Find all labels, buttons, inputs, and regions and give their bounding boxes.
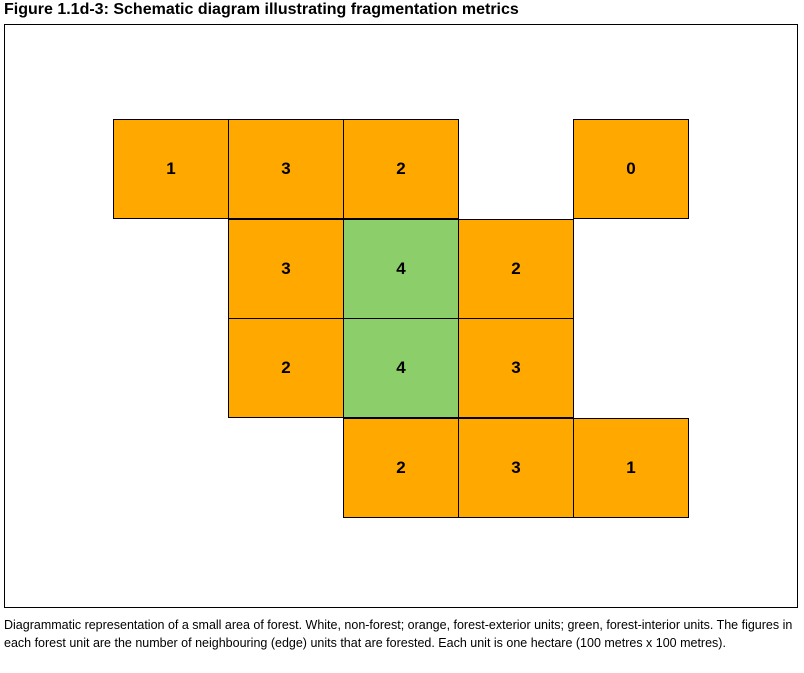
- forest-unit-exterior: 1: [573, 417, 689, 518]
- forest-unit-exterior: 2: [343, 417, 459, 518]
- neighbour-count: 1: [166, 159, 176, 178]
- figure-caption: Diagrammatic representation of a small a…: [4, 618, 793, 650]
- forest-unit-exterior: 3: [228, 119, 344, 219]
- neighbour-count: 3: [511, 358, 521, 377]
- diagram-frame: [4, 24, 798, 608]
- neighbour-count: 0: [626, 159, 636, 178]
- neighbour-count: 2: [281, 358, 291, 377]
- neighbour-count: 3: [281, 159, 291, 178]
- neighbour-count: 3: [511, 457, 521, 477]
- forest-unit-exterior: 1: [113, 119, 229, 219]
- forest-unit-exterior: 2: [228, 318, 344, 418]
- neighbour-count: 3: [281, 258, 291, 278]
- forest-unit-exterior: 3: [458, 417, 574, 518]
- neighbour-count: 2: [396, 159, 406, 178]
- forest-unit-exterior: 2: [343, 119, 459, 219]
- forest-unit-interior: 4: [343, 318, 459, 418]
- neighbour-count: 4: [396, 358, 406, 377]
- forest-unit-exterior: 0: [573, 119, 689, 219]
- figure-title: Figure 1.1d-3: Schematic diagram illustr…: [4, 1, 519, 18]
- forest-unit-exterior: 3: [458, 318, 574, 418]
- forest-unit-interior: 4: [343, 218, 459, 319]
- forest-unit-exterior: 2: [458, 218, 574, 319]
- neighbour-count: 2: [511, 258, 521, 278]
- neighbour-count: 2: [396, 457, 406, 477]
- forest-unit-exterior: 3: [228, 218, 344, 319]
- neighbour-count: 1: [626, 457, 636, 477]
- neighbour-count: 4: [396, 258, 406, 278]
